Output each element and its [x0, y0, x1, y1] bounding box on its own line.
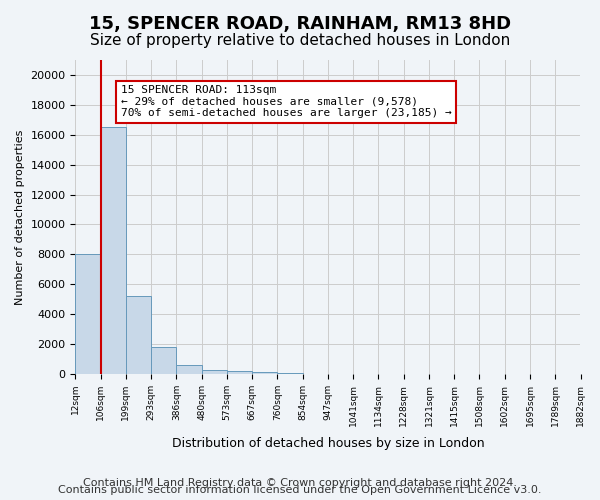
Bar	[151, 347, 176, 374]
Bar	[252, 372, 277, 374]
Text: Contains public sector information licensed under the Open Government Licence v3: Contains public sector information licen…	[58, 485, 542, 495]
Text: Contains HM Land Registry data © Crown copyright and database right 2024.: Contains HM Land Registry data © Crown c…	[83, 478, 517, 488]
Bar	[126, 296, 151, 374]
Bar	[76, 254, 101, 374]
Bar	[176, 365, 202, 374]
Bar	[227, 371, 252, 374]
Y-axis label: Number of detached properties: Number of detached properties	[15, 130, 25, 304]
Bar	[101, 128, 126, 374]
Text: Size of property relative to detached houses in London: Size of property relative to detached ho…	[90, 32, 510, 48]
Bar	[202, 370, 227, 374]
X-axis label: Distribution of detached houses by size in London: Distribution of detached houses by size …	[172, 437, 484, 450]
Bar	[277, 372, 302, 374]
Text: 15, SPENCER ROAD, RAINHAM, RM13 8HD: 15, SPENCER ROAD, RAINHAM, RM13 8HD	[89, 15, 511, 33]
Text: 15 SPENCER ROAD: 113sqm
← 29% of detached houses are smaller (9,578)
70% of semi: 15 SPENCER ROAD: 113sqm ← 29% of detache…	[121, 85, 452, 118]
